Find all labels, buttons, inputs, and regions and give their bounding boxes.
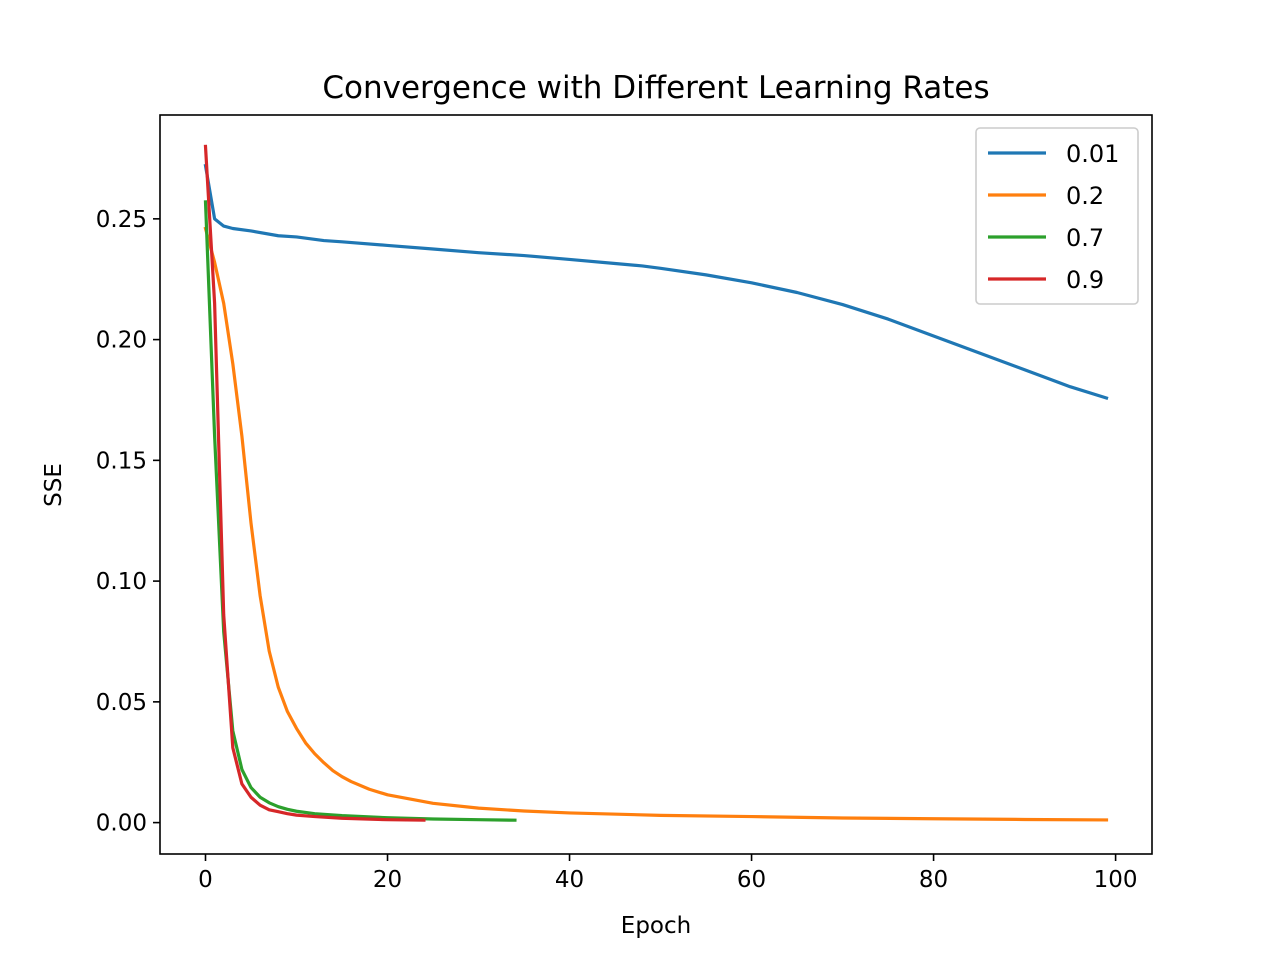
y-axis-ticks: 0.00 0.05 0.10 0.15 0.20 0.25 (96, 207, 160, 837)
x-tick-label: 40 (555, 867, 584, 893)
legend-label-1: 0.2 (1066, 182, 1104, 210)
y-tick-label: 0.20 (96, 328, 147, 354)
legend-label-3: 0.9 (1066, 266, 1104, 294)
x-axis-ticks: 0 20 40 60 80 100 (198, 854, 1138, 893)
legend-label-2: 0.7 (1066, 224, 1104, 252)
series-line-0 (203, 163, 1109, 401)
plot-area (159, 114, 1153, 855)
legend-label-0: 0.01 (1066, 140, 1119, 168)
x-tick-label: 0 (198, 867, 213, 893)
y-tick-label: 0.10 (96, 569, 147, 595)
x-tick-label: 100 (1094, 867, 1138, 893)
y-tick-label: 0.15 (96, 448, 147, 474)
legend: 0.01 0.2 0.7 0.9 (975, 127, 1139, 305)
series-line-3 (203, 144, 426, 822)
lines-layer (203, 144, 1109, 822)
series-line-1 (203, 226, 1109, 822)
y-tick-label: 0.05 (96, 690, 147, 716)
legend-box (975, 127, 1139, 305)
y-tick-label: 0.25 (96, 207, 147, 233)
x-axis-label: Epoch (621, 913, 691, 939)
x-tick-label: 80 (919, 867, 948, 893)
x-tick-label: 20 (373, 867, 402, 893)
y-tick-label: 0.00 (96, 811, 147, 837)
y-axis-label: SSE (41, 463, 67, 507)
plot-frame (159, 114, 1153, 855)
chart-title: Convergence with Different Learning Rate… (322, 70, 989, 106)
x-tick-label: 60 (737, 867, 766, 893)
